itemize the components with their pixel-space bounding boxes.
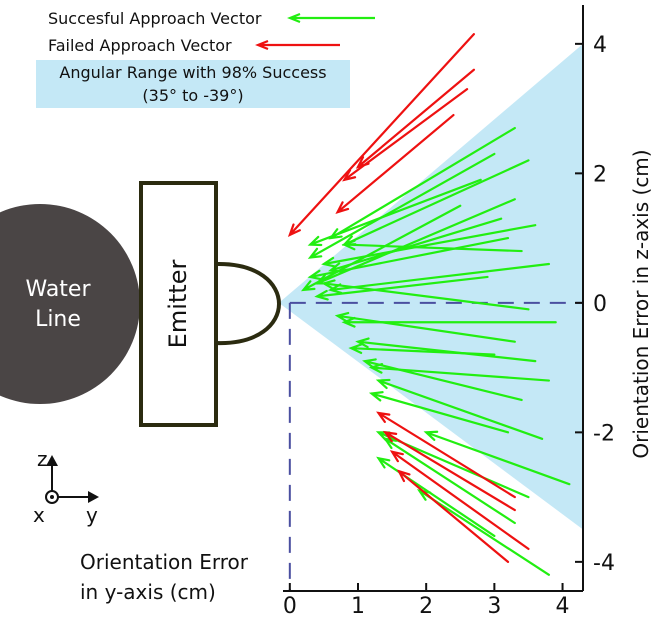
approach-vector: [335, 113, 455, 215]
approach-vector: [348, 343, 496, 356]
cone-layer: [278, 43, 583, 530]
y-tick-label: 2: [593, 162, 607, 187]
water-line-label: Water: [25, 277, 91, 302]
approach-vector: [396, 469, 510, 563]
approach-vector: [321, 279, 530, 311]
z-label: z: [37, 447, 48, 471]
approach-vector: [341, 239, 523, 253]
coordinate-icon: z x y: [33, 447, 99, 527]
approach-vector: [342, 88, 469, 182]
approach-vector: [382, 430, 516, 512]
approach-vector: [376, 411, 516, 499]
x-label: x: [33, 503, 45, 527]
approach-vector: [327, 262, 551, 295]
x-tick-label: 4: [556, 594, 570, 617]
approach-vector: [307, 152, 496, 259]
z-arrow-head: [46, 455, 58, 466]
approach-vector: [328, 126, 516, 240]
legend-swatch: [255, 39, 340, 51]
x-axis-title: Orientation Error: [80, 550, 249, 574]
y-tick-label: -2: [593, 421, 615, 446]
approach-vector: [314, 275, 489, 301]
water-line-label: Line: [35, 307, 81, 332]
y-arrow-head: [88, 491, 99, 503]
approach-vector: [376, 456, 496, 538]
y-axis-title: Orientation Error in z-axis (cm): [629, 149, 653, 458]
water-line-body: [0, 204, 140, 404]
x-tick-label: 3: [487, 594, 501, 617]
x-axis-title: in y-axis (cm): [80, 580, 216, 604]
y-tick-label: -4: [593, 551, 615, 576]
legend-label: Failed Approach Vector: [48, 36, 232, 55]
approach-vector: [307, 237, 510, 281]
approach-vector: [321, 224, 537, 268]
approach-vector: [368, 391, 510, 434]
emitter-label: Emitter: [164, 260, 192, 349]
approach-vector: [375, 378, 544, 440]
x-tick-label: 2: [419, 594, 433, 617]
x-tick-label: 1: [351, 594, 365, 617]
approach-vector: [389, 450, 530, 551]
y-tick-label: 4: [593, 33, 607, 58]
approach-vector: [416, 489, 551, 576]
emitter-box: [139, 181, 218, 427]
approach-vector: [328, 217, 503, 273]
legend-label: Succesful Approach Vector: [48, 9, 262, 28]
legend-swatch: [287, 12, 375, 24]
approach-vector: [287, 33, 476, 237]
approach-vector: [362, 358, 523, 402]
emitter-dome: [215, 261, 281, 346]
approach-vector: [423, 430, 571, 486]
x-origin-dot: [50, 495, 54, 499]
y-tick-label: 0: [593, 292, 607, 317]
y-label: y: [86, 503, 98, 527]
x-tick-label: 0: [283, 594, 297, 617]
approach-vector: [307, 178, 482, 247]
legend-cone-label: (35° to -39°): [142, 86, 243, 105]
approach-vector: [300, 204, 462, 292]
approach-vector: [334, 311, 516, 343]
angular-range-cone: [278, 43, 583, 530]
legend-cone-label: Angular Range with 98% Success: [59, 63, 326, 82]
approach-vector: [382, 437, 516, 525]
legend-cone-box: [36, 60, 350, 108]
